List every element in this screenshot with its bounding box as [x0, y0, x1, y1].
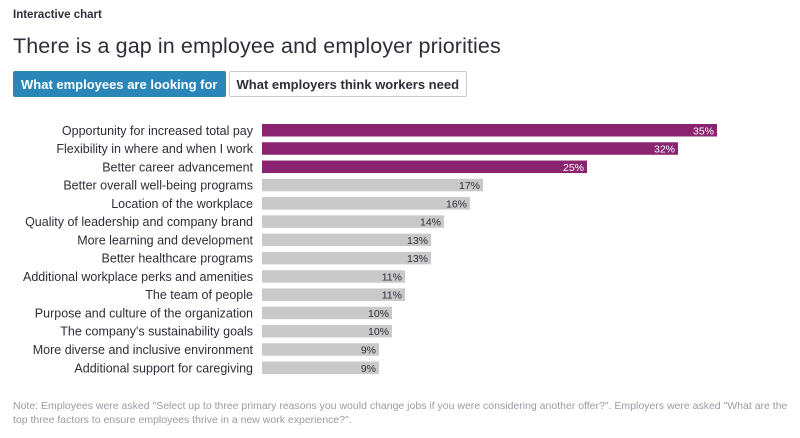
value-label-additional-support-for-caregiving: 9%: [361, 363, 376, 375]
value-label-more-diverse-and-inclusive-environment: 9%: [361, 344, 376, 356]
tab-employees[interactable]: What employees are looking for: [13, 71, 226, 97]
category-label-purpose-and-culture-of-the-organization: Purpose and culture of the organization: [35, 306, 253, 320]
value-label-opportunity-for-increased-total-pay: 35%: [693, 125, 714, 137]
category-label-location-of-the-workplace: Location of the workplace: [111, 197, 253, 211]
value-label-the-company-s-sustainability-goals: 10%: [368, 326, 389, 338]
category-label-quality-of-leadership-and-company-brand: Quality of leadership and company brand: [25, 215, 253, 229]
bar-location-of-the-workplace[interactable]: [262, 197, 470, 210]
bar-additional-support-for-caregiving[interactable]: [262, 361, 379, 375]
bar-quality-of-leadership-and-company-brand[interactable]: [262, 215, 444, 228]
bar-additional-workplace-perks-and-amenities[interactable]: [262, 270, 405, 283]
chart-eyebrow: Interactive chart: [13, 9, 102, 21]
bar-more-learning-and-development[interactable]: [262, 233, 431, 247]
category-label-the-company-s-sustainability-goals: The company's sustainability goals: [60, 325, 253, 339]
category-label-opportunity-for-increased-total-pay: Opportunity for increased total pay: [62, 124, 254, 138]
bar-better-career-advancement[interactable]: [262, 160, 587, 174]
value-label-location-of-the-workplace: 16%: [446, 198, 467, 210]
chart-title: There is a gap in employee and employer …: [13, 34, 501, 58]
category-label-flexibility-in-where-and-when-i-work: Flexibility in where and when I work: [56, 142, 253, 156]
category-label-additional-workplace-perks-and-amenities: Additional workplace perks and amenities: [23, 270, 253, 284]
value-label-better-overall-well-being-programs: 17%: [459, 180, 480, 192]
value-label-flexibility-in-where-and-when-i-work: 32%: [654, 144, 675, 156]
value-label-better-healthcare-programs: 13%: [407, 253, 428, 265]
bar-purpose-and-culture-of-the-organization[interactable]: [262, 306, 392, 320]
bar-chart: Opportunity for increased total pay 35% Fl…: [23, 124, 717, 375]
category-label-better-healthcare-programs: Better healthcare programs: [102, 252, 253, 266]
category-label-the-team-of-people: The team of people: [145, 288, 253, 302]
tab-employers[interactable]: What employers think workers need: [228, 71, 468, 97]
chart-note: Note: Employees were asked "Select up to…: [13, 400, 788, 426]
category-label-additional-support-for-caregiving: Additional support for caregiving: [74, 361, 253, 375]
category-label-more-learning-and-development: More learning and development: [77, 233, 253, 247]
value-label-more-learning-and-development: 13%: [407, 235, 428, 247]
category-label-better-career-advancement: Better career advancement: [102, 160, 253, 174]
value-label-the-team-of-people: 11%: [382, 290, 402, 302]
tab-bar: What employees are looking for What empl…: [13, 71, 468, 97]
bar-opportunity-for-increased-total-pay[interactable]: [262, 124, 717, 137]
bar-better-healthcare-programs[interactable]: [262, 251, 431, 265]
category-label-better-overall-well-being-programs: Better overall well-being programs: [63, 179, 253, 193]
value-label-better-career-advancement: 25%: [563, 162, 584, 174]
bar-flexibility-in-where-and-when-i-work[interactable]: [262, 142, 678, 155]
bar-the-team-of-people[interactable]: [262, 288, 405, 301]
value-label-additional-workplace-perks-and-amenities: 11%: [382, 271, 402, 283]
category-label-more-diverse-and-inclusive-environment: More diverse and inclusive environment: [33, 343, 254, 357]
bar-better-overall-well-being-programs[interactable]: [262, 178, 483, 192]
bar-more-diverse-and-inclusive-environment[interactable]: [262, 343, 379, 356]
bar-the-company-s-sustainability-goals[interactable]: [262, 324, 392, 338]
value-label-quality-of-leadership-and-company-brand: 14%: [420, 217, 441, 229]
value-label-purpose-and-culture-of-the-organization: 10%: [368, 308, 389, 320]
